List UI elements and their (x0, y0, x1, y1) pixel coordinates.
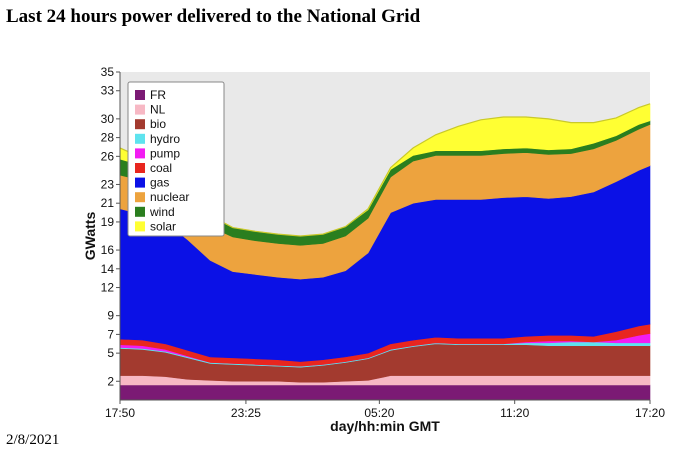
legend-label-nl: NL (150, 103, 166, 117)
page-title: Last 24 hours power delivered to the Nat… (6, 6, 421, 27)
legend-label-gas: gas (150, 176, 169, 190)
legend-label-bio: bio (150, 117, 166, 131)
legend-swatch-nl (135, 104, 145, 115)
legend-swatch-coal (135, 163, 145, 173)
x-tick-label: 23:25 (231, 406, 261, 420)
y-tick-label: 19 (101, 215, 115, 229)
y-tick-label: 26 (101, 149, 115, 163)
x-tick-label: 05:20 (364, 406, 394, 420)
y-tick-label: 5 (107, 346, 114, 360)
y-tick-label: 14 (101, 262, 115, 276)
y-axis-label: GWatts (82, 212, 98, 261)
y-tick-label: 2 (107, 374, 114, 388)
y-tick-label: 35 (101, 65, 115, 79)
legend-swatch-wind (135, 206, 145, 217)
x-tick-label: 11:20 (500, 406, 529, 420)
y-tick-label: 7 (107, 327, 114, 341)
x-tick-label: 17:50 (105, 406, 135, 420)
x-axis: 17:50 23:25 05:20 11:20 17:20 (105, 400, 665, 420)
legend-label-wind: wind (149, 205, 175, 219)
legend-label-nuclear: nuclear (150, 190, 189, 204)
legend-label-fr: FR (150, 88, 166, 102)
legend-label-hydro: hydro (150, 132, 180, 146)
x-axis-label: day/hh:min GMT (330, 418, 440, 434)
legend-swatch-pump (135, 148, 145, 159)
y-tick-label: 9 (107, 309, 114, 323)
legend-label-coal: coal (150, 161, 172, 175)
legend-swatch-fr (135, 90, 145, 100)
y-axis: 2 5 7 9 12 14 16 19 21 23 26 28 30 33 35 (101, 65, 120, 388)
legend-swatch-hydro (135, 133, 145, 144)
y-tick-label: 33 (101, 84, 115, 98)
area-fr (119, 384, 651, 401)
legend-label-pump: pump (150, 146, 180, 160)
legend-swatch-gas (135, 177, 145, 188)
y-tick-label: 30 (101, 112, 115, 126)
legend-swatch-nuclear (135, 192, 145, 203)
y-tick-label: 12 (101, 281, 115, 295)
legend-label-solar: solar (150, 219, 176, 233)
legend-box (127, 81, 225, 237)
y-tick-label: 16 (101, 243, 115, 257)
x-tick-label: 17:20 (635, 406, 665, 420)
y-tick-label: 21 (101, 196, 115, 210)
legend-swatch-solar (135, 221, 145, 232)
plot-frame (119, 72, 650, 401)
y-tick-label: 23 (101, 177, 115, 191)
area-series-group (119, 103, 651, 401)
y-tick-label: 28 (101, 131, 115, 145)
page-date: 2/8/2021 (6, 432, 60, 448)
legend-swatch-bio (135, 119, 145, 130)
